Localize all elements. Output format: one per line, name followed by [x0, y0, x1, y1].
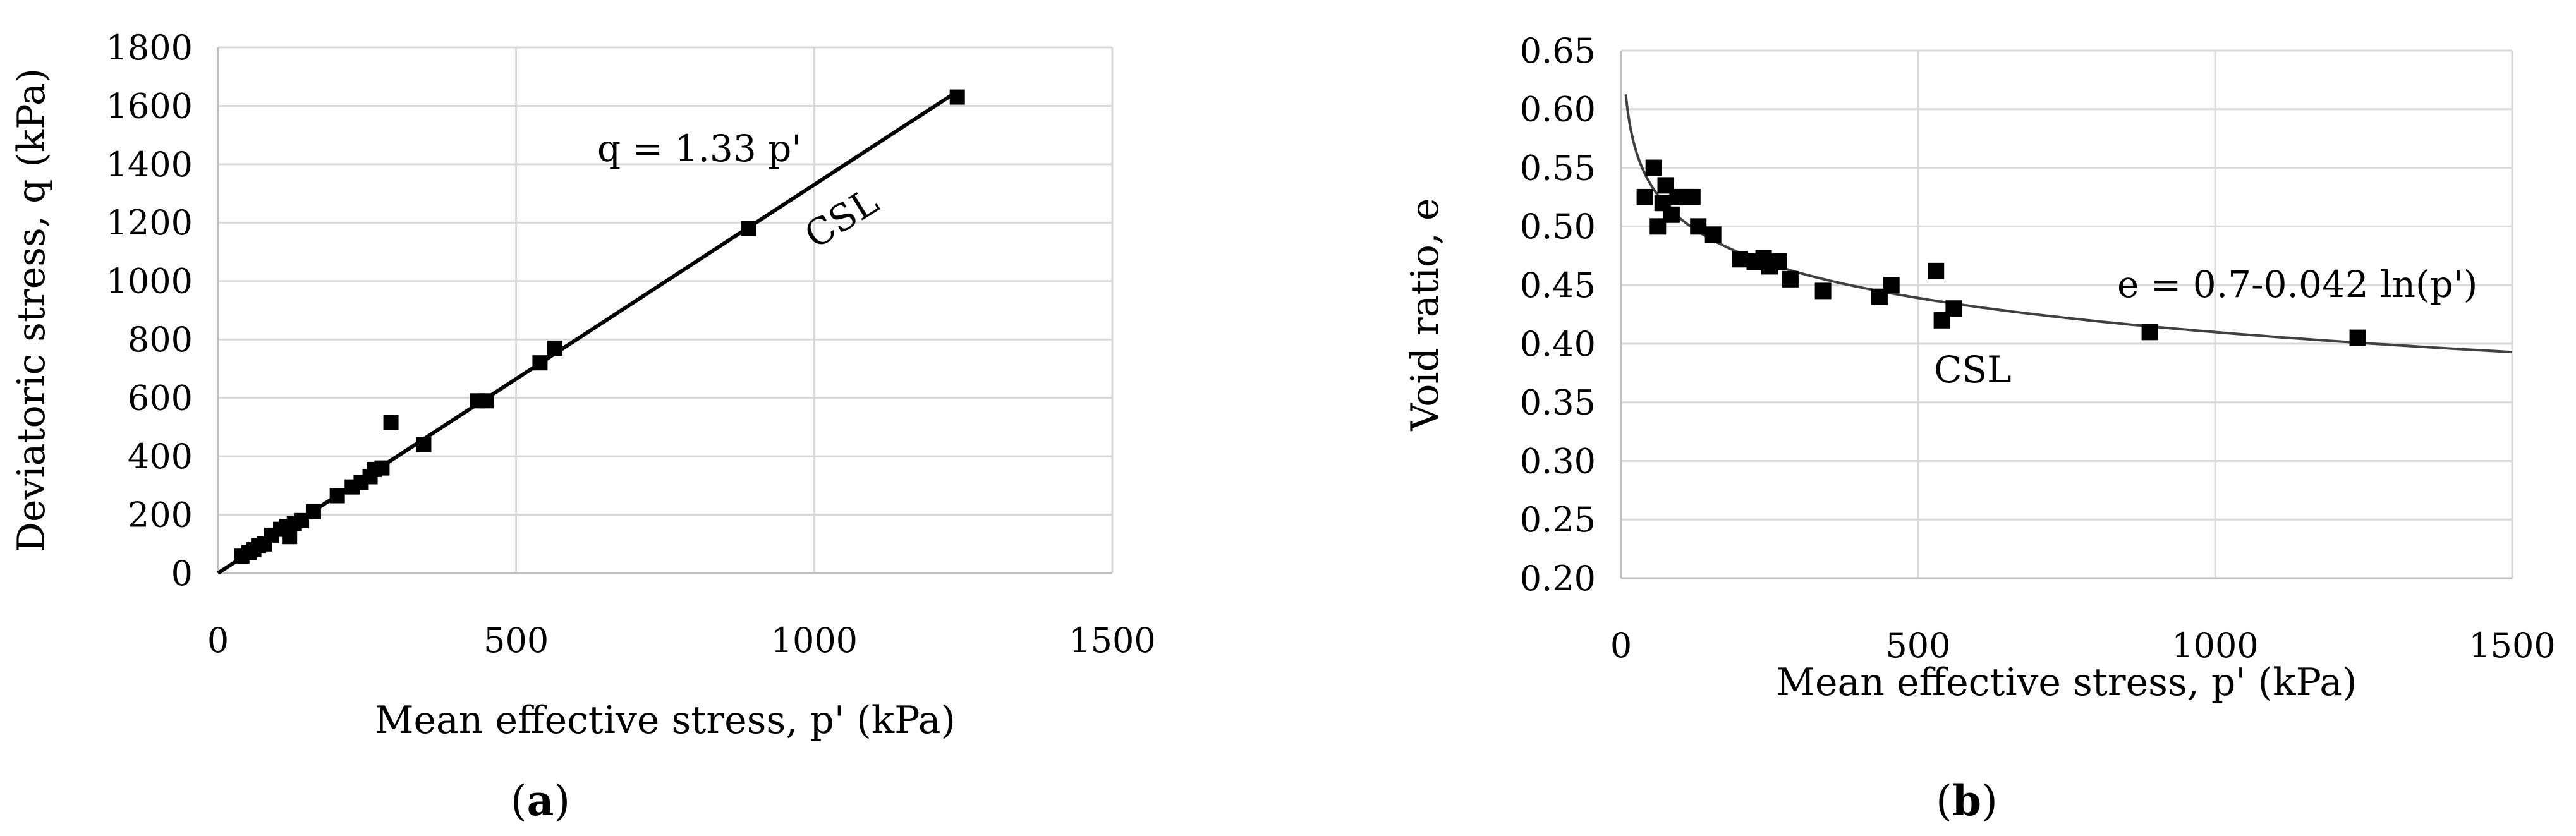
y-tick-label: 400 — [128, 437, 193, 476]
y-tick-label: 0 — [171, 554, 193, 593]
data-point — [2349, 329, 2366, 346]
y-tick-label: 600 — [128, 379, 193, 418]
data-point — [1883, 277, 1900, 294]
x-tick-label: 1500 — [1069, 621, 1155, 660]
csl-label: CSL — [1934, 348, 2012, 391]
data-point — [282, 529, 298, 545]
y-tick-label: 0.65 — [1520, 31, 1596, 71]
data-point — [329, 488, 345, 504]
data-point — [1770, 253, 1787, 270]
caption-paren-open: ( — [511, 777, 527, 825]
caption-letter: b — [1952, 776, 1981, 825]
x-tick-label: 500 — [483, 621, 549, 660]
y-tick-label: 0.25 — [1520, 500, 1596, 540]
csl-trendline — [1624, 94, 2513, 354]
y-tick-label: 1400 — [106, 145, 193, 185]
data-point — [305, 504, 321, 519]
y-tick-label: 0.55 — [1520, 148, 1596, 188]
y-tick-label: 0.50 — [1520, 207, 1596, 246]
caption-paren-close: ) — [1981, 777, 1998, 825]
data-point — [2141, 324, 2158, 341]
data-point — [741, 221, 756, 236]
data-point — [416, 437, 432, 452]
chart-panel-b: 0 500 1000 1500 0.20 0.25 0.30 0.35 0.40 0.45 0.50… — [1403, 31, 2556, 825]
x-axis-label: Mean effective stress, p' (kPa) — [1777, 660, 2357, 705]
data-point — [532, 355, 548, 371]
y-tick-label: 800 — [128, 320, 193, 360]
data-point — [1928, 262, 1945, 279]
panel-caption: (b) — [1936, 776, 1998, 825]
data-point — [478, 393, 494, 409]
data-point — [1782, 270, 1799, 288]
x-axis-label: Mean effective stress, p' (kPa) — [375, 698, 956, 742]
y-tick-label: 0.40 — [1520, 324, 1596, 364]
x-tick-label: 1000 — [2172, 626, 2258, 665]
y-axis-label: Deviatoric stress, q (kPa) — [9, 68, 54, 552]
data-point — [1732, 251, 1748, 268]
y-tick-label: 0.60 — [1520, 90, 1596, 130]
caption-paren-close: ) — [554, 777, 570, 825]
x-tick-label: 1500 — [2469, 626, 2555, 665]
y-tick-label: 0.30 — [1520, 441, 1596, 481]
caption-letter: a — [527, 776, 554, 825]
panel-caption: (a) — [511, 776, 570, 825]
y-tick-label: 0.35 — [1520, 383, 1596, 423]
caption-paren-open: ( — [1936, 777, 1952, 825]
data-point — [374, 460, 390, 476]
y-tick-label: 200 — [128, 495, 193, 535]
chart-panel-a: 0 500 1000 1500 0 200 400 600 800 1000 1200 1400 160… — [9, 28, 1156, 825]
data-point — [1814, 282, 1832, 300]
y-axis-label: Void ratio, e — [1403, 198, 1447, 431]
data-point — [1645, 159, 1662, 176]
y-tick-label: 1000 — [106, 262, 193, 301]
data-point — [1945, 300, 1962, 317]
y-tick-label: 1800 — [106, 28, 193, 68]
data-point — [1690, 218, 1707, 235]
y-tick-label: 1600 — [106, 86, 193, 126]
y-tick-label: 0.45 — [1520, 265, 1596, 305]
x-tick-label: 0 — [1610, 626, 1632, 665]
data-point — [1684, 188, 1701, 205]
trendline-equation: q = 1.33 p' — [597, 127, 801, 170]
data-point — [1663, 206, 1680, 223]
data-point — [949, 89, 965, 105]
data-point — [1636, 188, 1653, 205]
y-tick-label: 1200 — [106, 203, 193, 243]
x-tick-label: 1000 — [771, 621, 858, 660]
data-point — [547, 341, 562, 356]
csl-label: CSL — [797, 179, 885, 257]
x-tick-label: 500 — [1885, 626, 1950, 665]
x-tick-label: 0 — [207, 621, 229, 660]
data-point — [1704, 226, 1722, 243]
y-tick-label: 0.20 — [1520, 559, 1596, 598]
data-point — [383, 415, 399, 430]
trendline-equation: e = 0.7-0.042 ln(p') — [2117, 263, 2477, 306]
